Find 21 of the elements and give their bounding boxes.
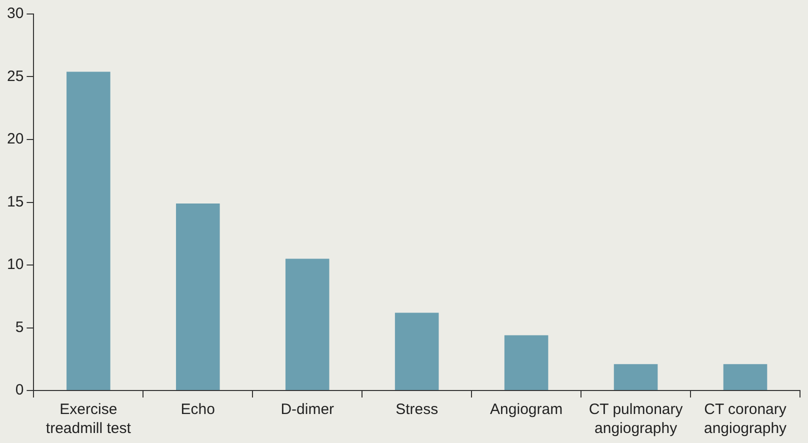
x-tick-label: CT pulmonary angiography xyxy=(588,401,684,437)
y-tick-label: 0 xyxy=(15,382,24,399)
y-tick-label: 10 xyxy=(6,256,24,274)
x-tick-label: D-dimer xyxy=(280,401,334,418)
y-tick-label: 30 xyxy=(6,5,24,22)
bar xyxy=(176,204,220,390)
bar xyxy=(285,258,330,390)
y-tick-label: 5 xyxy=(15,318,24,336)
y-tick-label: 25 xyxy=(6,68,24,85)
bar xyxy=(504,335,548,390)
x-tick-label: Stress xyxy=(396,401,438,418)
x-tick-label: Exercise treadmill test xyxy=(46,401,132,437)
bar xyxy=(614,364,658,390)
x-tick-label: Angiogram xyxy=(490,401,563,418)
bar xyxy=(66,72,110,390)
x-tick-label: CT coronary angiography xyxy=(704,401,788,437)
bar xyxy=(394,312,439,390)
y-tick-label: 20 xyxy=(6,130,24,148)
x-tick-label: Echo xyxy=(180,401,215,418)
bar xyxy=(723,364,768,390)
y-tick-label: 15 xyxy=(6,193,24,210)
